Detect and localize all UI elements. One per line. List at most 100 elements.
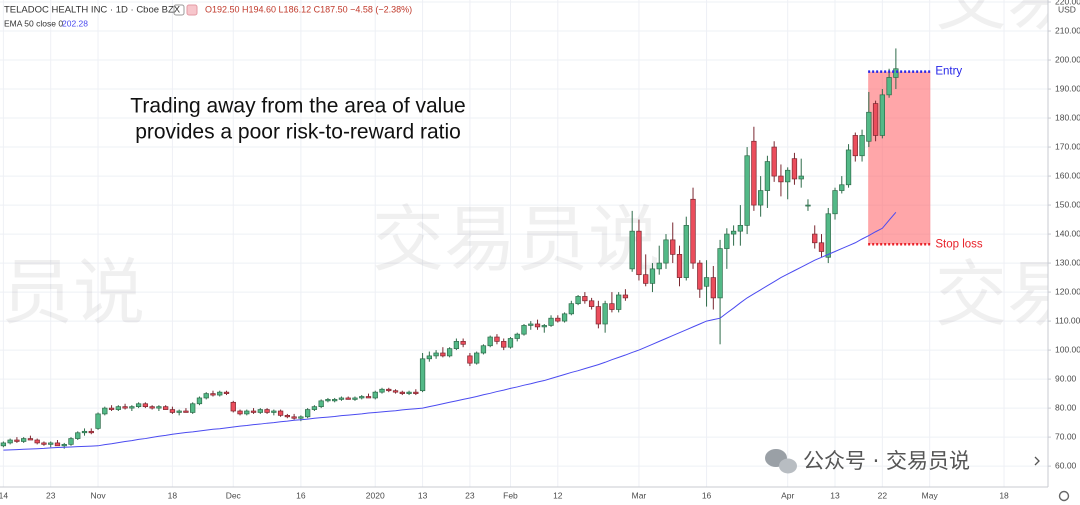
candle-body-down <box>277 410 284 416</box>
candle-body-up <box>683 225 689 278</box>
candle-body-down <box>386 388 392 392</box>
candle-body-down <box>54 442 61 447</box>
y-tick-label: 160.00 <box>1055 170 1080 180</box>
candle-body-up <box>176 410 182 413</box>
candle-body-up <box>568 303 574 315</box>
candle-body-up <box>304 409 311 418</box>
candle-body-up <box>663 239 669 264</box>
candle-body-down <box>676 254 683 278</box>
candle-body-up <box>156 406 162 409</box>
candle-body-up <box>446 348 453 357</box>
candle-body-down <box>14 439 20 442</box>
candle-body-up <box>379 388 385 393</box>
y-tick-label: 220.00 <box>1055 0 1080 6</box>
symbol-title: TELADOC HEALTH INC · 1D · Cboe BZX <box>4 5 181 16</box>
candle-body-up <box>95 413 101 429</box>
candle-body-down <box>291 416 297 419</box>
y-tick-label: 110.00 <box>1055 315 1080 325</box>
candle-body-down <box>501 341 507 348</box>
candle-body-down <box>264 409 270 413</box>
candle-body-up <box>487 336 493 347</box>
candle-body-up <box>196 397 203 405</box>
candle-body-up <box>135 403 142 408</box>
x-tick-label: 23 <box>46 490 56 500</box>
annotation-line: Trading away from the area of value <box>130 95 465 118</box>
candle-body-up <box>318 400 324 408</box>
y-axis: 60.00 70.00 80.00 90.00 100.00 110.00 120.00 13… <box>1048 0 1080 470</box>
candle-body-up <box>325 399 331 402</box>
candle-body-up <box>102 407 108 415</box>
candle-body-up <box>541 325 547 328</box>
plot-area <box>0 48 899 451</box>
candle-body-up <box>433 352 439 357</box>
candle-body-up <box>217 391 223 396</box>
candle-body-up <box>805 204 811 207</box>
candle-body-up <box>845 149 852 186</box>
x-tick-label: 14 <box>0 490 8 500</box>
trade-zone <box>868 71 931 245</box>
candle-body-up <box>507 338 514 348</box>
candle-body-down <box>142 403 149 408</box>
candle-body-up <box>839 184 845 191</box>
candle-body-down <box>690 198 696 264</box>
candle-body-down <box>230 401 236 412</box>
candle-body-down <box>710 277 716 299</box>
candle-body-down <box>149 406 155 409</box>
wechat-icon <box>779 458 797 474</box>
indicator-name: EMA 50 close 0 <box>4 18 63 28</box>
y-tick-label: 170.00 <box>1055 141 1080 151</box>
settings-icon[interactable] <box>1058 490 1070 502</box>
indicator-value: 202.28 <box>62 18 88 28</box>
candle-body-down <box>467 355 473 364</box>
x-tick-label: 16 <box>296 490 306 500</box>
candle-body-down <box>778 175 784 183</box>
candle-body-down <box>622 294 629 299</box>
candle-body-up <box>21 438 27 442</box>
axis-unit: USD <box>1058 4 1076 14</box>
candle-body-up <box>886 77 892 96</box>
candle-body-down <box>413 391 419 394</box>
candle-body-down <box>609 303 615 310</box>
y-tick-label: 190.00 <box>1055 83 1080 93</box>
candle-body-up <box>737 225 744 232</box>
candle-body-up <box>832 190 838 215</box>
candle-body-down <box>582 296 588 302</box>
footer-watermark: 公众号 · 交易员说 <box>803 449 970 473</box>
x-tick-label: 22 <box>878 490 888 500</box>
y-tick-label: 80.00 <box>1055 402 1077 412</box>
candle-body-down <box>237 410 243 415</box>
candle-body-down <box>697 262 703 290</box>
header-icon <box>173 4 185 16</box>
candle-body-up <box>866 111 872 142</box>
header-icon <box>186 4 198 16</box>
candle-body-down <box>169 409 176 413</box>
x-axis-panel <box>0 487 1080 505</box>
x-tick-label: 18 <box>999 490 1009 500</box>
candle-body-up <box>419 358 426 392</box>
candle-body-down <box>345 397 351 400</box>
candle-body-down <box>88 430 94 434</box>
candle-body-up <box>629 230 635 270</box>
candle-body-up <box>480 345 487 354</box>
ohlc-values: O192.50 H194.60 L186.12 C187.50 −4.58 (−… <box>205 4 412 14</box>
risk-zone <box>868 71 931 245</box>
candle-body-up <box>744 155 750 226</box>
candle-body-down <box>595 306 602 325</box>
candle-body-down <box>440 352 446 357</box>
candle-body-up <box>649 268 656 284</box>
candle-body-up <box>548 317 554 326</box>
candle-body-up <box>474 352 480 364</box>
candle-body-down <box>163 406 169 410</box>
scroll-icon[interactable] <box>1034 456 1040 466</box>
candle-body-up <box>61 444 67 447</box>
candle-body-down <box>250 410 257 413</box>
candle-body-down <box>643 274 649 284</box>
y-tick-label: 70.00 <box>1055 431 1077 441</box>
candle-body-down <box>27 438 34 441</box>
x-tick-label: 23 <box>465 490 475 500</box>
y-tick-label: 90.00 <box>1055 373 1077 383</box>
candle-body-down <box>494 336 500 342</box>
y-tick-label: 140.00 <box>1055 228 1080 238</box>
candle-body-up <box>825 213 831 258</box>
candle-body-up <box>521 325 527 335</box>
